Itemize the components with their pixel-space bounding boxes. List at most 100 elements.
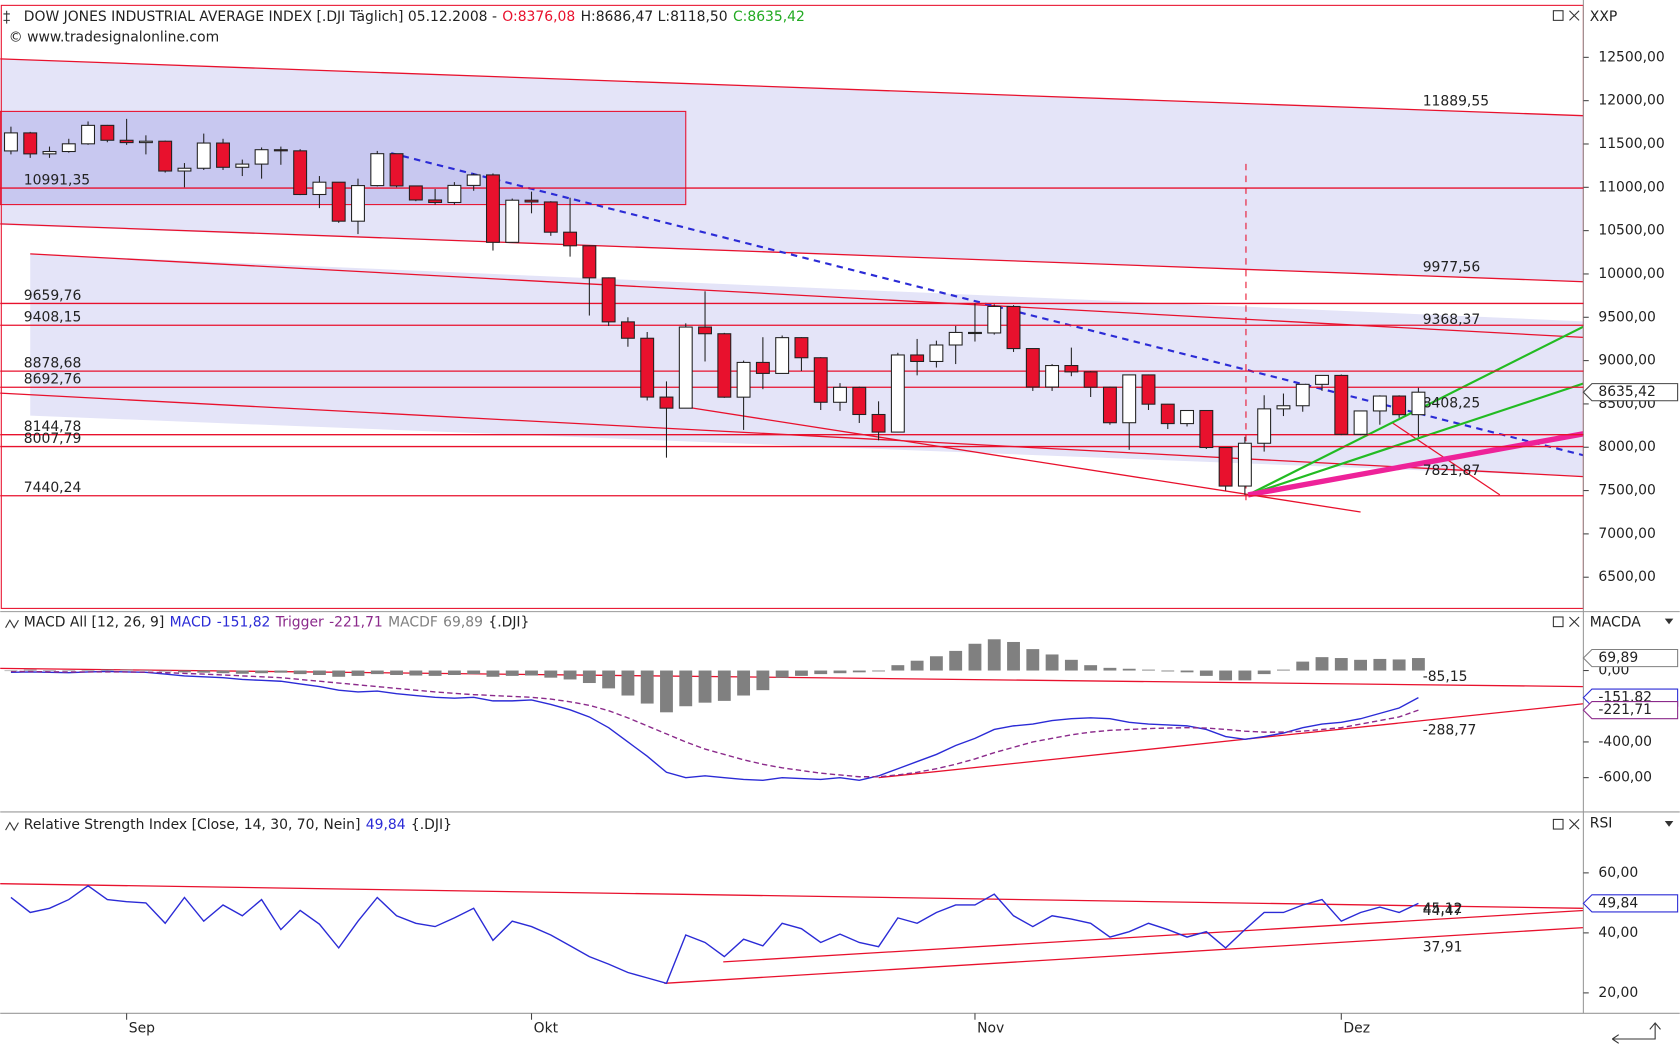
histogram-bar (737, 670, 751, 696)
y-tick-label: 11000,00 (1598, 179, 1664, 195)
y-tick-label: 7000,00 (1598, 526, 1656, 542)
candle-body (216, 142, 230, 168)
candle-body (543, 201, 558, 233)
candle-body (138, 140, 153, 144)
scroll-icon[interactable] (1611, 1022, 1661, 1044)
histogram-bar (1334, 658, 1348, 671)
close-button[interactable] (1569, 616, 1580, 627)
last-value-label: 69,89 (1598, 650, 1638, 666)
header-part: C:8635,42 (733, 9, 805, 25)
histogram-bar (158, 670, 172, 672)
maximize-button[interactable] (1552, 10, 1564, 21)
panel-header: DOW JONES INDUSTRIAL AVERAGE INDEX [.DJI… (24, 9, 805, 25)
last-value-box (1582, 701, 1679, 720)
dropdown-arrow[interactable] (1664, 618, 1674, 827)
histogram-bar (602, 670, 616, 689)
candle-body (1257, 408, 1272, 444)
histogram-bar (814, 670, 828, 675)
candle-body (485, 174, 500, 243)
close-button[interactable] (1569, 10, 1580, 21)
candle-body (1045, 365, 1060, 388)
candle-body (235, 163, 250, 168)
histogram-bar (447, 670, 461, 675)
candle-body (1372, 395, 1387, 412)
candle-body (177, 167, 192, 172)
y-tick-label: 12000,00 (1598, 93, 1664, 109)
candle-body (293, 150, 308, 196)
candle-body (351, 185, 365, 222)
panel-controls[interactable] (3, 10, 1674, 1044)
subtitle: © www.tradesignalonline.com (9, 29, 219, 45)
level-label: 7440,24 (24, 480, 82, 496)
candle-body (196, 142, 211, 169)
candle-body (1295, 383, 1310, 407)
candle-body (1276, 405, 1291, 410)
histogram-bar (717, 670, 731, 701)
histogram-bar (4, 670, 18, 672)
annotation-label: -288,77 (1423, 723, 1477, 739)
candle-body (659, 396, 674, 409)
y-tick-label: 8000,00 (1598, 439, 1656, 455)
histogram-bar (1277, 669, 1290, 671)
histogram-bar (216, 670, 230, 674)
maximize-button[interactable] (1552, 616, 1564, 628)
candle-body (158, 140, 173, 172)
histogram-bar (1045, 654, 1059, 671)
histogram-bar (1296, 661, 1310, 671)
histogram-bar (100, 669, 114, 671)
histogram-bar (313, 670, 326, 675)
candle-body (505, 199, 520, 243)
channel-shade (30, 253, 1584, 477)
candle-body (755, 361, 770, 374)
trend-line (0, 223, 1584, 283)
trend-line (0, 58, 1584, 117)
histogram-bar (1103, 667, 1117, 671)
candle-body (948, 331, 963, 346)
histogram-bar (293, 670, 307, 675)
candle-body (717, 333, 732, 398)
histogram-bar (1142, 669, 1155, 671)
histogram-bar (640, 670, 654, 704)
maximize-button[interactable] (1552, 818, 1564, 830)
x-tick-label: Nov (977, 1020, 1004, 1036)
close-button[interactable] (1569, 819, 1580, 830)
histogram-bar (872, 670, 885, 672)
histogram-bar (544, 670, 558, 678)
candle-body (1353, 410, 1368, 435)
histogram-bar (910, 660, 924, 671)
histogram-bar (949, 650, 963, 671)
fan-line (1247, 431, 1584, 498)
histogram-bar (1199, 670, 1213, 676)
candle-body (620, 321, 635, 339)
candle-body (81, 124, 96, 145)
histogram-bar (987, 639, 1001, 671)
candle-body (929, 344, 944, 363)
trend-line (30, 253, 1584, 339)
last-value-box (1582, 648, 1679, 668)
candle-body (254, 149, 269, 165)
header-part: Relative Strength Index [Close, 14, 30, … (24, 817, 361, 833)
candle-body (524, 199, 539, 203)
series-line (10, 670, 1419, 782)
y-tick-label: 12500,00 (1598, 49, 1664, 65)
x-tick-label: Sep (129, 1020, 155, 1036)
header-part: 69,89 (443, 614, 483, 630)
axis-name: XXP (1590, 9, 1617, 25)
header-part: 49,84 (366, 817, 406, 833)
candle-body (601, 277, 616, 323)
histogram-bar (390, 670, 403, 675)
candle-body (698, 326, 712, 335)
histogram-bar (775, 670, 789, 678)
last-value-label: 8635,42 (1598, 384, 1656, 400)
histogram-bar (428, 670, 442, 676)
annotation-label: 37,91 (1423, 940, 1463, 956)
y-tick-label: 7500,00 (1598, 483, 1656, 499)
annotation-label: 45,12 (1423, 901, 1463, 917)
histogram-bar (795, 670, 808, 676)
last-value-label: -221,71 (1598, 702, 1652, 718)
candle-body (466, 174, 481, 186)
histogram-bar (1238, 670, 1252, 681)
candle-body (736, 361, 751, 398)
histogram-bar (852, 670, 866, 673)
level-label: 9659,76 (24, 288, 82, 304)
